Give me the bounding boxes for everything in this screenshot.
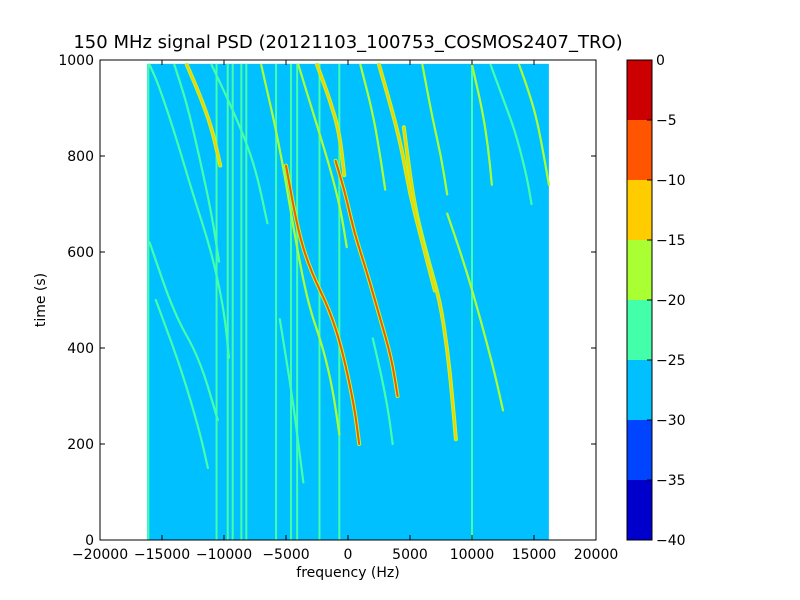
colorbar-tick-label-1: −5 xyxy=(656,113,677,129)
doppler-trace-8 xyxy=(297,63,348,249)
colorbar-band-3 xyxy=(627,300,652,360)
doppler-trace-2 xyxy=(185,63,222,167)
y-tick-label-4: 800 xyxy=(67,149,94,165)
colorbar-tick-label-2: −10 xyxy=(656,173,686,189)
x-tick-label-3: −5000 xyxy=(262,547,309,563)
colorbar-tick-label-0: 0 xyxy=(656,53,665,69)
doppler-trace-11 xyxy=(378,63,436,292)
colorbar-tick-label-4: −20 xyxy=(656,293,686,309)
doppler-trace-5 xyxy=(285,164,361,445)
y-tick-label-5: 1000 xyxy=(58,53,94,69)
colorbar-tick-label-5: −25 xyxy=(656,353,686,369)
colorbar-tick-label-7: −35 xyxy=(656,473,686,489)
colorbar-band-2 xyxy=(627,360,652,420)
x-tick-label-5: 5000 xyxy=(392,547,428,563)
colorbar-band-0 xyxy=(627,480,652,540)
colorbar-band-7 xyxy=(627,60,652,120)
doppler-trace-18 xyxy=(173,63,221,263)
colorbar-band-6 xyxy=(627,120,652,180)
x-tick-label-8: 20000 xyxy=(574,547,619,563)
colorbar: 0 −5 −10 −15 −20 −25 −30 −35 −40 xyxy=(626,53,686,549)
colorbar-band-5 xyxy=(627,180,652,240)
doppler-trace-0 xyxy=(148,241,219,422)
colorbar-tick-label-3: −15 xyxy=(656,233,686,249)
chart-title: 150 MHz signal PSD (20121103_100753_COSM… xyxy=(73,32,622,53)
colorbar-band-4 xyxy=(627,240,652,300)
doppler-trace-13 xyxy=(470,63,493,186)
x-tick-label-7: 15000 xyxy=(512,547,557,563)
doppler-trace-7 xyxy=(334,159,399,397)
x-tick-label-0: −20000 xyxy=(72,547,128,563)
x-tick-label-1: −15000 xyxy=(134,547,190,563)
colorbar-band-1 xyxy=(627,420,652,480)
doppler-trace-16 xyxy=(446,212,505,412)
doppler-trace-1 xyxy=(148,63,231,359)
y-tick-label-2: 400 xyxy=(67,341,94,357)
doppler-trace-14 xyxy=(489,63,533,206)
y-tick-label-3: 600 xyxy=(67,245,94,261)
colorbar-tick-label-6: −30 xyxy=(656,413,686,429)
doppler-trace-15 xyxy=(518,63,550,186)
x-axis-label: frequency (Hz) xyxy=(296,565,399,581)
x-tick-label-4: 0 xyxy=(344,547,353,563)
x-tick-label-2: −10000 xyxy=(196,547,252,563)
y-tick-label-0: 0 xyxy=(85,533,94,549)
y-tick-label-1: 200 xyxy=(67,437,94,453)
doppler-trace-9 xyxy=(359,63,387,191)
doppler-trace-17 xyxy=(154,298,209,470)
colorbar-tick-label-8: −40 xyxy=(656,533,686,549)
doppler-trace-12 xyxy=(421,63,449,196)
doppler-trace-4 xyxy=(260,63,341,436)
x-tick-label-6: 10000 xyxy=(450,547,495,563)
y-axis-label: time (s) xyxy=(33,273,49,327)
plot-area: −20000 −15000 −10000 −5000 0 5000 10000 15000 20… xyxy=(58,53,618,563)
doppler-trace-19 xyxy=(278,318,305,484)
doppler-trace-3 xyxy=(210,63,269,225)
doppler-trace-20 xyxy=(371,337,394,446)
doppler-trace-6 xyxy=(316,63,346,177)
